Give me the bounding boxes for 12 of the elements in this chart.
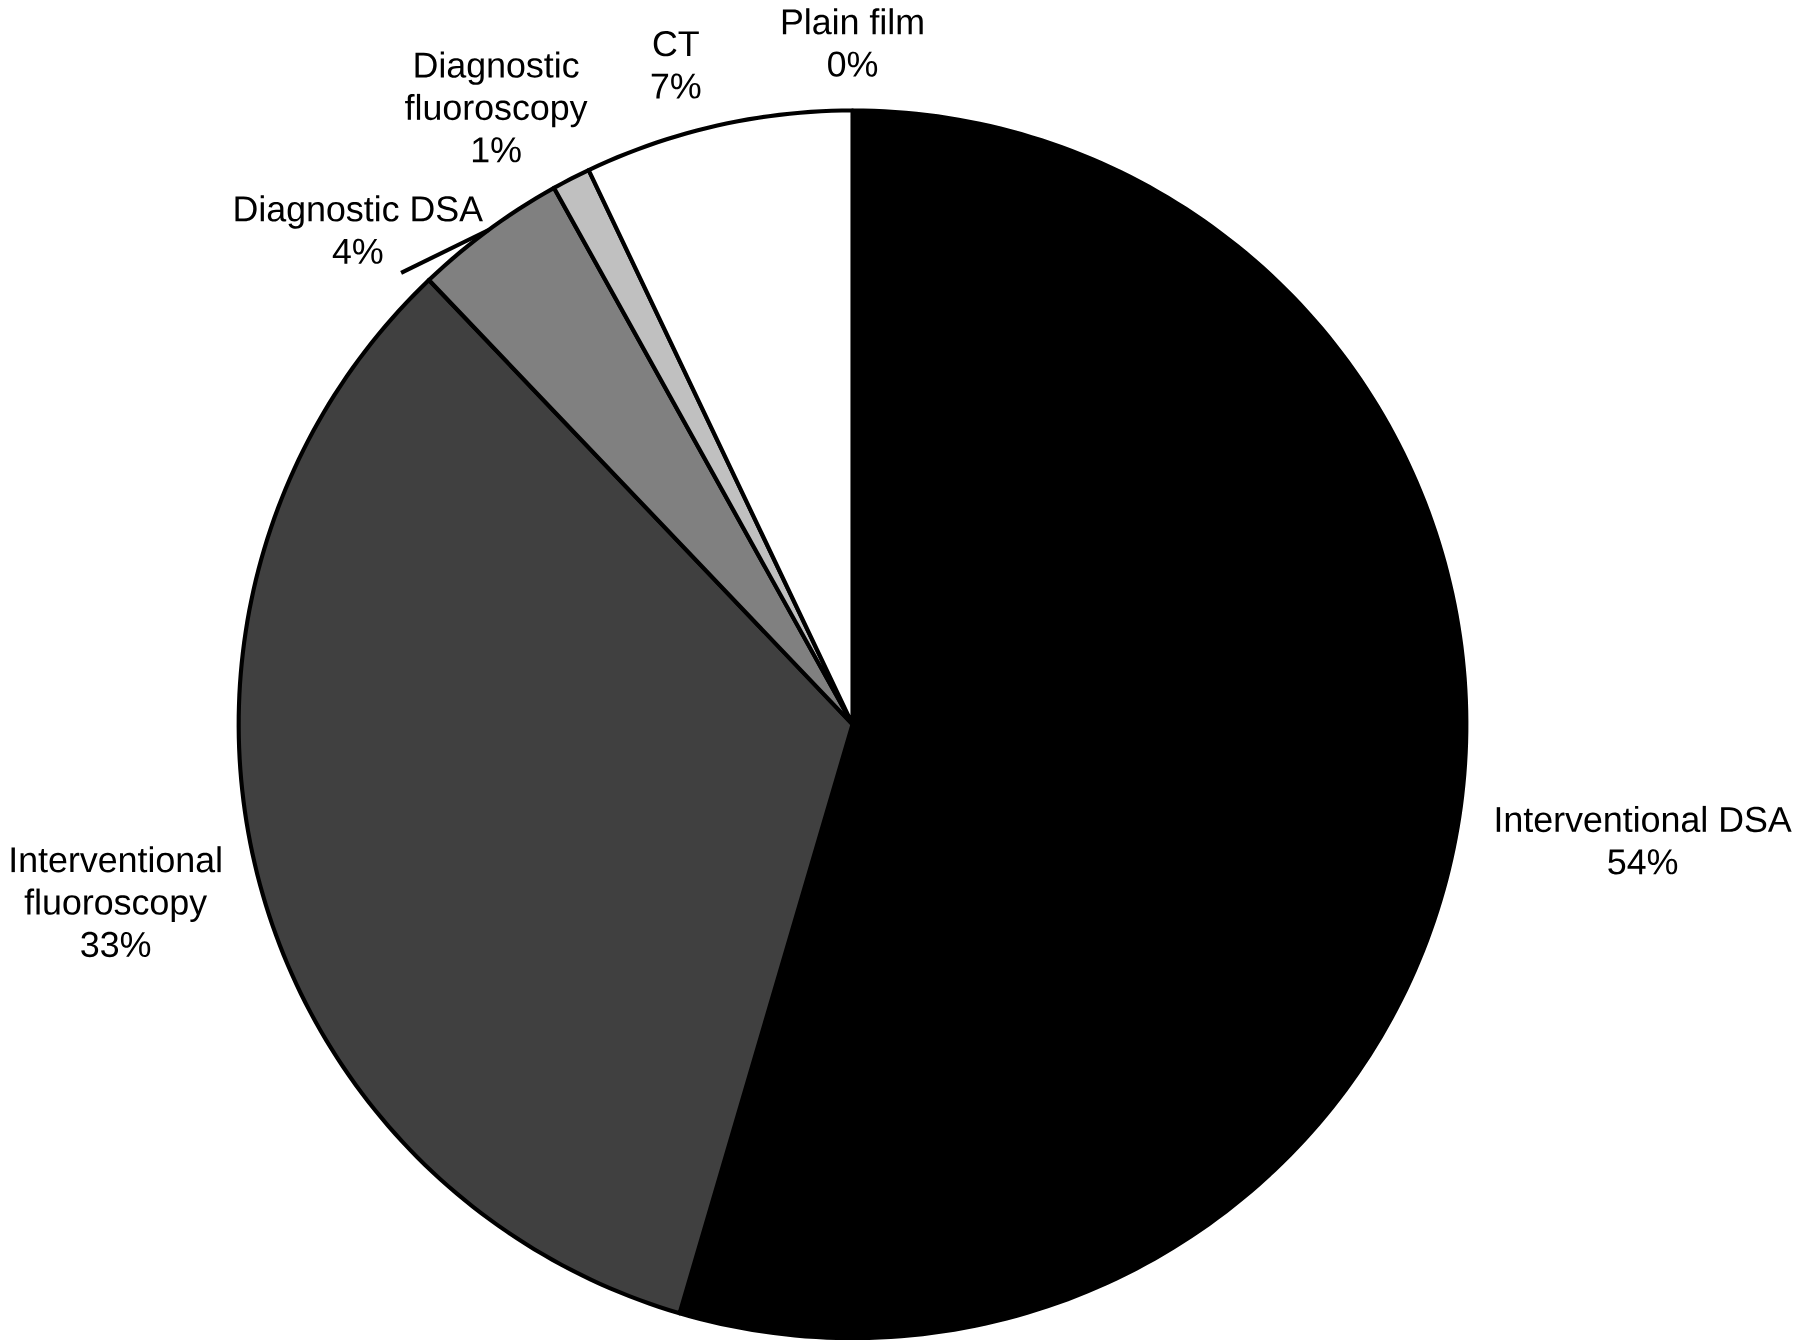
text: 0%: [828, 51, 878, 77]
slice-label: CT: [653, 30, 699, 57]
category-label: Plain film: [782, 8, 923, 35]
slice-label: Interventional fluoroscopy: [11, 846, 221, 922]
data-label: 7%: [651, 73, 701, 99]
data-label: 33%: [81, 931, 151, 958]
data-label: 54%: [1608, 849, 1678, 875]
slice-label: Diagnostic fluoroscopy: [405, 51, 588, 128]
data-label: 1%: [472, 137, 521, 163]
data-label: 4%: [332, 238, 383, 264]
slice-label: Interventional DSA: [1496, 805, 1792, 833]
slice-label: Diagnostic DSA: [235, 195, 483, 229]
